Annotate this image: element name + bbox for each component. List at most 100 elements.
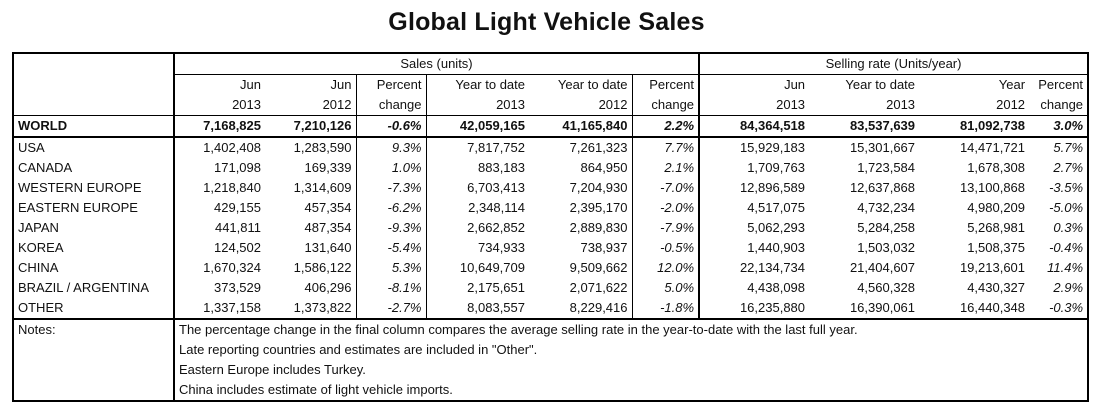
percent-change-cell: 12.0% (631, 258, 700, 278)
region-label: KOREA (18, 240, 64, 255)
percent-change-cell: 5.7% (1053, 140, 1084, 155)
value-cell: 7,204,930 (569, 180, 628, 195)
value-cell: 7,261,323 (569, 140, 628, 155)
column-header-row-2: 2013 2012 change 2013 2012 change 2013 2013 2012… (13, 95, 1088, 116)
note-line: Late reporting countries and estimates a… (172, 340, 1089, 360)
percent-change-cell: -7.3% (355, 178, 426, 198)
percent-change-cell: 2.7% (1053, 160, 1084, 175)
value-cell: 7,168,825 (173, 115, 265, 138)
value-cell: 4,732,234 (857, 200, 916, 215)
percent-change-cell: -2.7% (355, 298, 426, 319)
value-cell: 1,402,408 (173, 137, 265, 158)
sales-table: Sales (units) Selling rate (Units/year) … (12, 52, 1090, 402)
value-cell: 14,471,721 (959, 140, 1026, 155)
value-cell: 1,586,122 (293, 260, 352, 275)
value-cell: 441,811 (173, 218, 265, 238)
value-cell: 4,560,328 (857, 280, 916, 295)
group-header-rate: Selling rate (Units/year) (698, 53, 1089, 75)
value-cell: 42,059,165 (425, 115, 529, 138)
percent-change-cell: 2.2% (631, 115, 700, 138)
column-header: 2012 (996, 97, 1026, 112)
value-cell: 1,670,324 (173, 258, 265, 278)
value-cell: 16,440,348 (959, 300, 1026, 315)
column-header: change (631, 95, 700, 116)
region-row: OTHER 1,337,158 1,373,822 -2.7% 8,083,557 8,2… (13, 298, 1088, 319)
percent-change-cell: -6.2% (355, 198, 426, 218)
percent-change-cell: -0.4% (1049, 240, 1084, 255)
notes-row: Notes: The percentage change in the final… (13, 318, 1089, 340)
value-cell: 124,502 (173, 238, 265, 258)
value-cell: 2,662,852 (425, 218, 529, 238)
value-cell: 83,537,639 (809, 115, 920, 138)
note-line: The percentage change in the final colum… (172, 318, 1089, 340)
region-row: CHINA 1,670,324 1,586,122 5.3% 10,649,709 9,5… (13, 258, 1088, 278)
column-header: 2013 (698, 95, 810, 116)
value-cell: 1,508,375 (967, 240, 1026, 255)
column-header: Percent (1038, 77, 1084, 92)
value-cell: 13,100,868 (959, 180, 1026, 195)
column-header: Year to date (557, 77, 628, 92)
value-cell: 1,218,840 (173, 178, 265, 198)
note-line: Eastern Europe includes Turkey. (172, 360, 1089, 380)
value-cell: 4,517,075 (698, 198, 810, 218)
value-cell: 171,098 (173, 158, 265, 178)
percent-change-cell: 9.3% (355, 137, 426, 158)
percent-change-cell: -3.5% (1049, 180, 1084, 195)
value-cell: 738,937 (580, 240, 628, 255)
value-cell: 169,339 (304, 160, 352, 175)
page-title: Global Light Vehicle Sales (388, 8, 705, 36)
column-header: 2012 (322, 97, 352, 112)
value-cell: 1,723,584 (857, 160, 916, 175)
column-header: 2013 (425, 95, 529, 116)
value-cell: 7,817,752 (425, 137, 529, 158)
region-label: JAPAN (18, 220, 59, 235)
value-cell: 864,950 (580, 160, 628, 175)
value-cell: 12,896,589 (698, 178, 810, 198)
column-header: Jun (330, 77, 352, 92)
region-label: WORLD (13, 115, 174, 138)
corner-cell (13, 75, 174, 96)
percent-change-cell: 1.0% (355, 158, 426, 178)
value-cell: 1,337,158 (173, 298, 265, 319)
value-cell: 16,235,880 (698, 298, 810, 319)
value-cell: 4,980,209 (967, 200, 1026, 215)
region-row: KOREA 124,502 131,640 -5.4% 734,933 738,937 -0… (13, 238, 1088, 258)
value-cell: 373,529 (173, 278, 265, 298)
value-cell: 8,229,416 (569, 300, 628, 315)
percent-change-cell: -7.0% (631, 178, 700, 198)
percent-change-cell: 3.0% (1029, 115, 1089, 138)
region-label: CHINA (18, 260, 59, 275)
value-cell: 5,284,258 (857, 220, 916, 235)
column-header: change (1040, 97, 1084, 112)
value-cell: 2,889,830 (569, 220, 628, 235)
value-cell: 7,210,126 (265, 115, 356, 138)
region-row: JAPAN 441,811 487,354 -9.3% 2,662,852 2,889,8… (13, 218, 1088, 238)
region-label: OTHER (18, 300, 64, 315)
value-cell: 2,348,114 (425, 198, 529, 218)
value-cell: 2,175,651 (425, 278, 529, 298)
value-cell: 5,062,293 (698, 218, 810, 238)
notes-row: China includes estimate of light vehicle… (13, 380, 1089, 401)
value-cell: 21,404,607 (849, 260, 916, 275)
corner-cell (13, 53, 174, 75)
region-row: BRAZIL / ARGENTINA 373,529 406,296 -8.1% 2,1… (13, 278, 1088, 298)
region-row: WESTERN EUROPE 1,218,840 1,314,609 -7.3% 6,7… (13, 178, 1088, 198)
value-cell: 1,314,609 (293, 180, 352, 195)
percent-change-cell: 5.0% (631, 278, 700, 298)
region-label: USA (18, 140, 45, 155)
column-header: Year to date (845, 77, 916, 92)
value-cell: 131,640 (304, 240, 352, 255)
value-cell: 1,503,032 (857, 240, 916, 255)
percent-change-cell: -5.4% (355, 238, 426, 258)
notes-row: Late reporting countries and estimates a… (13, 340, 1089, 360)
value-cell: 84,364,518 (698, 115, 810, 138)
percent-change-cell: 11.4% (1047, 260, 1084, 275)
percent-change-cell: 2.9% (1053, 280, 1084, 295)
value-cell: 22,134,734 (698, 258, 810, 278)
notes-label-spacer (13, 380, 174, 401)
percent-change-cell: 2.1% (631, 158, 700, 178)
value-cell: 8,083,557 (425, 298, 529, 319)
notes-label: Notes: (13, 318, 174, 340)
column-header: 2013 (173, 95, 265, 116)
region-row: USA 1,402,408 1,283,590 9.3% 7,817,752 7,261,… (13, 137, 1088, 158)
